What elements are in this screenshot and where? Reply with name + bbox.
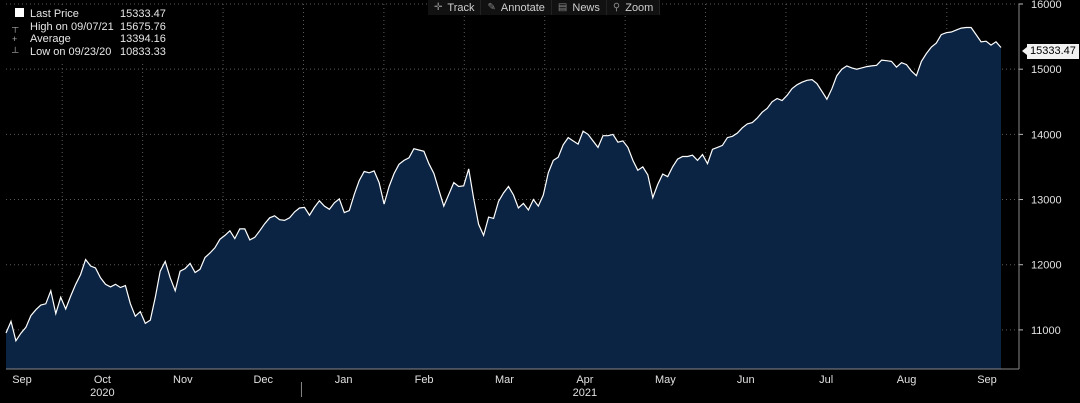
y-tick-label: 12000 xyxy=(1031,260,1062,272)
x-tick-label: Sep xyxy=(12,374,32,386)
x-tick-label: Aug xyxy=(897,374,917,386)
x-tick-label: Jun xyxy=(737,374,755,386)
annotate-label: Annotate xyxy=(500,1,545,14)
pencil-icon: ✎ xyxy=(487,2,496,13)
track-button[interactable]: ✛ Track xyxy=(428,0,482,15)
y-tick-label: 13000 xyxy=(1031,195,1062,207)
news-label: News xyxy=(572,1,600,14)
y-tick-label: 11000 xyxy=(1031,325,1061,337)
price-line xyxy=(5,26,1002,343)
x-tick-label: Jul xyxy=(819,374,833,386)
news-icon: ▤ xyxy=(557,2,568,13)
legend-value: 13394.16 xyxy=(120,33,166,45)
legend-row-last-price: Last Price 15333.47 xyxy=(12,8,166,21)
y-tick-label: 14000 xyxy=(1031,129,1062,141)
year-label: 2020 xyxy=(90,387,114,399)
legend: Last Price 15333.47 ┬ High on 09/07/21 1… xyxy=(8,6,170,61)
chart-toolbar: ✛ Track ✎ Annotate ▤ News ⚲ Zoom xyxy=(428,0,661,15)
legend-label: Low on 09/23/20 xyxy=(30,45,112,58)
legend-label: Average xyxy=(30,33,71,45)
y-tick-label: 15000 xyxy=(1031,64,1062,76)
magnifier-icon: ⚲ xyxy=(612,2,621,13)
x-tick-label: Oct xyxy=(94,374,111,386)
news-button[interactable]: ▤ News xyxy=(552,0,607,15)
legend-value: 15675.76 xyxy=(120,20,166,33)
x-tick-label: Apr xyxy=(576,374,593,386)
last-price-tag: 15333.47 xyxy=(1022,44,1079,59)
average-marker-icon: + xyxy=(12,34,18,44)
low-marker-icon: ┴ xyxy=(12,46,19,57)
x-tick-label: Dec xyxy=(253,374,273,386)
legend-row-low: ┴ Low on 09/23/20 10833.33 xyxy=(12,46,166,59)
x-tick-label: Jan xyxy=(335,374,353,386)
x-tick-label: Nov xyxy=(173,374,193,386)
square-swatch-icon xyxy=(12,8,30,21)
axes: 11000 12000 13000 14000 15000 16000 Sep Oct Nov D… xyxy=(6,0,1062,399)
legend-value: 15333.47 xyxy=(120,8,166,20)
x-tick-label: Sep xyxy=(977,374,997,386)
price-area xyxy=(6,27,1001,369)
zoom-label: Zoom xyxy=(625,1,654,14)
legend-label: High on 09/07/21 xyxy=(30,20,114,33)
x-tick-label: Mar xyxy=(495,374,514,386)
legend-row-average: + Average 13394.16 xyxy=(12,33,166,46)
x-tick-label: Feb xyxy=(415,374,434,386)
y-tick-label: 16000 xyxy=(1031,0,1062,11)
x-tick-label: May xyxy=(655,374,676,386)
year-label: 2021 xyxy=(573,387,597,399)
high-marker-icon: ┬ xyxy=(12,21,19,32)
track-label: Track xyxy=(447,1,475,14)
legend-row-high: ┬ High on 09/07/21 15675.76 xyxy=(12,21,166,34)
legend-value: 10833.33 xyxy=(120,45,166,58)
crosshair-icon: ✛ xyxy=(434,2,443,13)
legend-label: Last Price xyxy=(30,8,79,20)
annotate-button[interactable]: ✎ Annotate xyxy=(481,0,552,15)
zoom-button[interactable]: ⚲ Zoom xyxy=(607,0,661,15)
